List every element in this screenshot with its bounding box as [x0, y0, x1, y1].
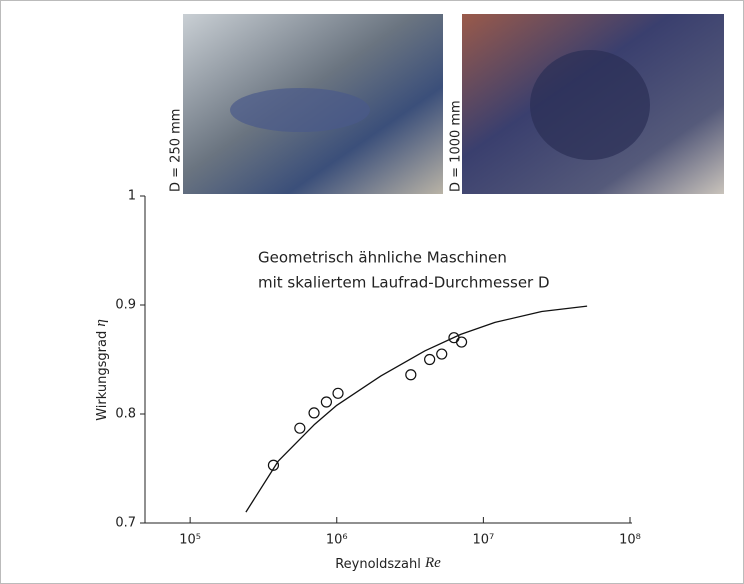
data-point [405, 369, 417, 381]
y-tick-label: 0.7 [115, 516, 136, 531]
y-tick-label: 1 [128, 189, 136, 204]
data-point [424, 353, 436, 366]
fit-curve [245, 305, 588, 513]
x-tick-label: 10⁵ [179, 533, 201, 548]
y-label-symbol: η [93, 319, 109, 326]
y-label-text: Wirkungsgrad [95, 331, 110, 421]
data-point [267, 459, 280, 471]
x-tick-label: 10⁸ [619, 533, 641, 548]
x-label-text: Reynoldszahl [335, 557, 421, 572]
photo-label: D = 250 mm [169, 109, 184, 192]
annotation: mit skaliertem Laufrad-Durchmesser D [258, 274, 550, 292]
data-point [308, 407, 320, 419]
annotation: Geometrisch ähnliche Maschinen [258, 249, 507, 267]
data-point [320, 396, 333, 408]
x-label-symbol: Re [424, 555, 441, 571]
data-point [294, 422, 306, 434]
y-tick-label: 0.8 [115, 407, 136, 422]
photo-label: D = 1000 mm [449, 100, 464, 192]
data-point [332, 387, 344, 399]
x-tick-label: 10⁷ [472, 533, 494, 548]
photo-detail [230, 88, 370, 132]
y-axis-label: Wirkungsgrad η [93, 319, 109, 421]
data-point [455, 336, 468, 348]
x-axis-label: Reynoldszahl Re [335, 555, 441, 571]
x-tick-label: 10⁶ [326, 533, 348, 548]
data-point [436, 348, 448, 360]
photo-detail [530, 50, 650, 160]
y-tick-label: 0.9 [115, 298, 136, 313]
